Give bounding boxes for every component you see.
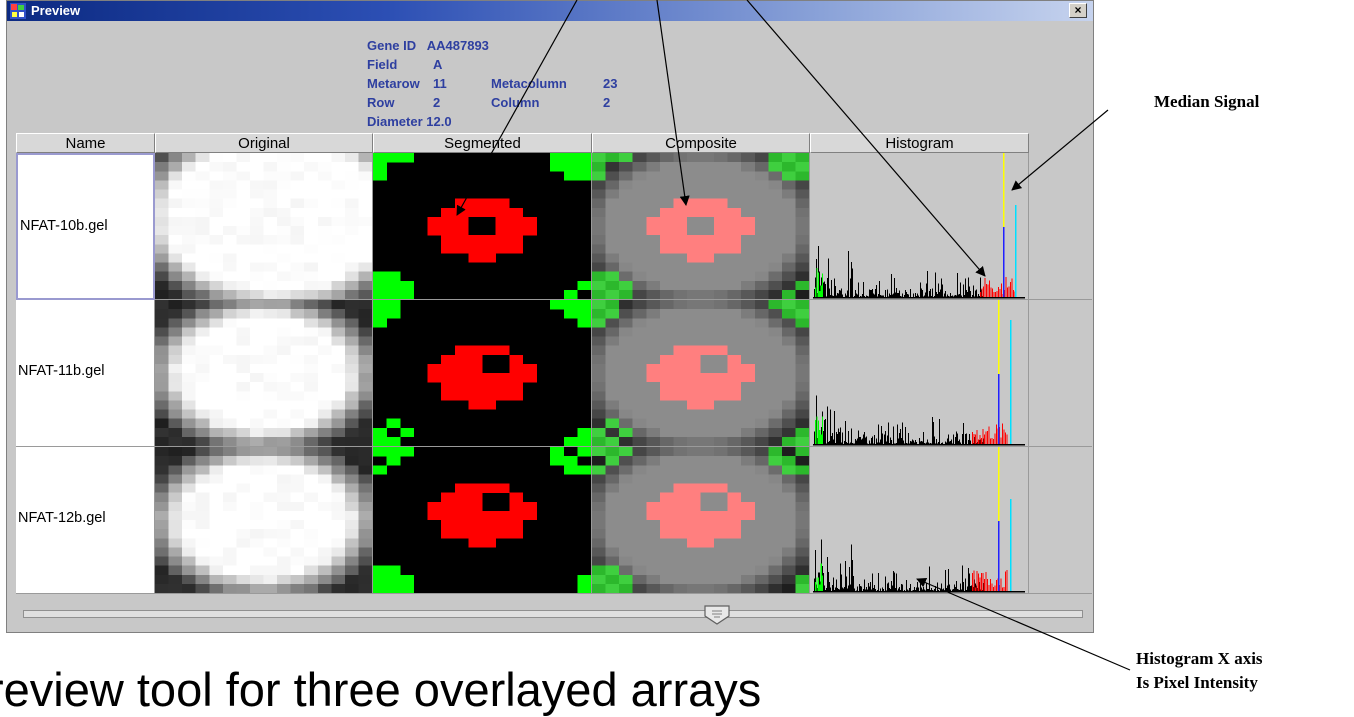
arrow-histogram xyxy=(747,0,985,276)
arrow-median-signal xyxy=(1012,110,1108,190)
arrow-composite xyxy=(657,0,686,205)
arrow-segmented xyxy=(457,0,577,215)
arrow-histogram-x-axis xyxy=(917,579,1130,670)
